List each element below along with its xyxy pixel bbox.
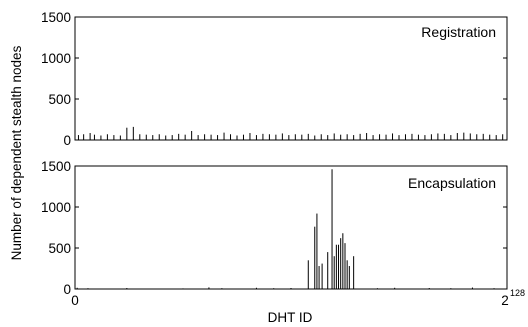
encapsulation-y-tick-label: 0 (63, 282, 71, 297)
registration-y-tick-label: 0 (63, 133, 71, 148)
encapsulation-y-tick-label: 1500 (41, 159, 71, 174)
encapsulation-bars (76, 169, 495, 289)
encapsulation-y-tick-label: 1000 (41, 200, 71, 215)
registration-y-tick-label: 1000 (41, 51, 71, 66)
registration-panel: 0 500 1000 1500 Registration (41, 10, 508, 148)
registration-y-tick-label: 1500 (41, 10, 71, 25)
encapsulation-panel: 0 500 1000 1500 Encapsulation 0 2 128 DHT I… (41, 159, 525, 325)
encapsulation-y-tick-label: 500 (48, 241, 71, 256)
registration-y-ticks: 0 500 1000 1500 (41, 10, 507, 148)
encapsulation-y-ticks: 0 500 1000 1500 (41, 159, 507, 297)
registration-label: Registration (421, 24, 496, 40)
encapsulation-label: Encapsulation (408, 175, 496, 191)
x-tick-label-1: 2 (501, 293, 509, 308)
registration-frame (74, 16, 508, 141)
x-tick-exponent: 128 (510, 288, 525, 298)
y-axis-label: Number of dependent stealth nodes (9, 45, 24, 260)
x-axis-label: DHT ID (268, 310, 313, 325)
x-tick-label-0: 0 (71, 293, 79, 308)
registration-y-tick-label: 500 (48, 92, 71, 107)
registration-bars (77, 126, 504, 140)
